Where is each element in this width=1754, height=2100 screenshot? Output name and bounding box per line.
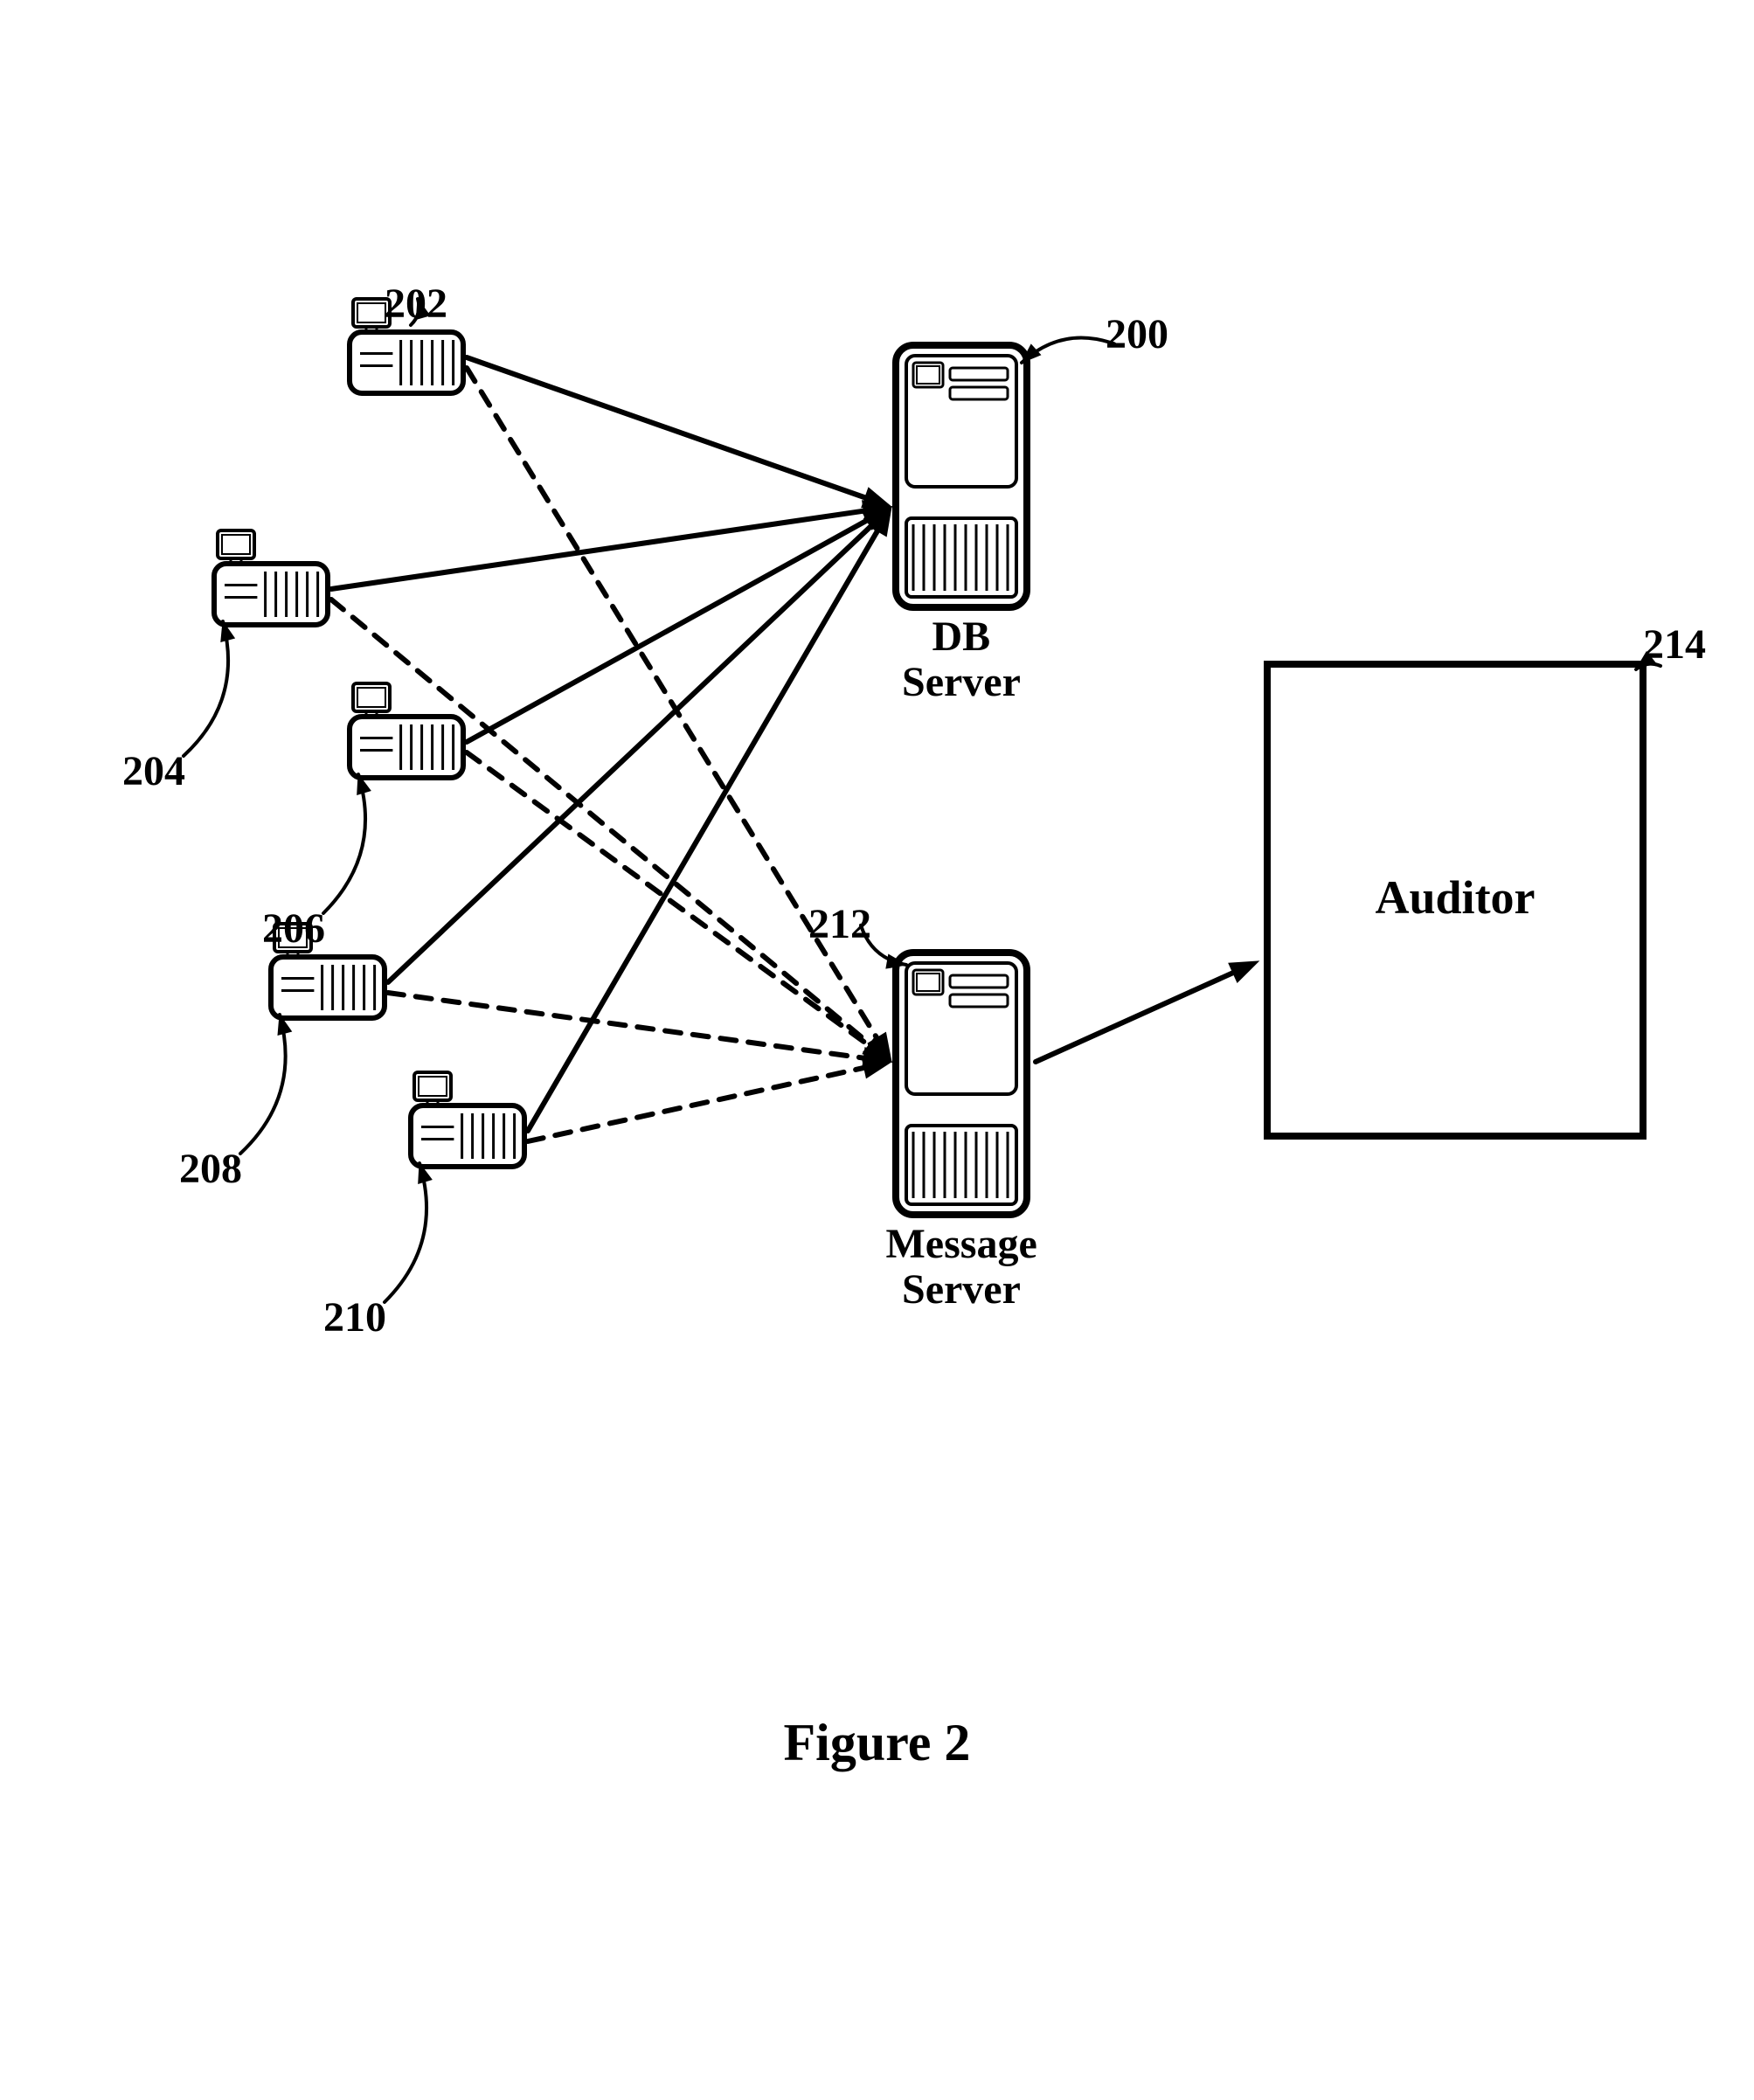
ref-label: 200 [1106,310,1168,358]
diagram-svg [0,0,1754,2100]
auditor-label: Auditor [1376,870,1536,925]
figure-label: Figure 2 [784,1713,971,1773]
ref-label: 204 [122,747,185,795]
server-label: Message [886,1220,1037,1268]
ref-label: 202 [385,280,447,328]
ref-label: 214 [1643,620,1706,669]
server-label: Server [902,1265,1021,1313]
ref-label: 208 [179,1145,242,1193]
server-label: DB [932,613,991,661]
ref-label: 212 [808,900,871,948]
ref-label: 210 [323,1293,386,1341]
diagram-canvas: DBServerMessageServerAuditor202204206208… [0,0,1754,2100]
ref-label: 206 [262,904,325,953]
server-label: Server [902,658,1021,706]
